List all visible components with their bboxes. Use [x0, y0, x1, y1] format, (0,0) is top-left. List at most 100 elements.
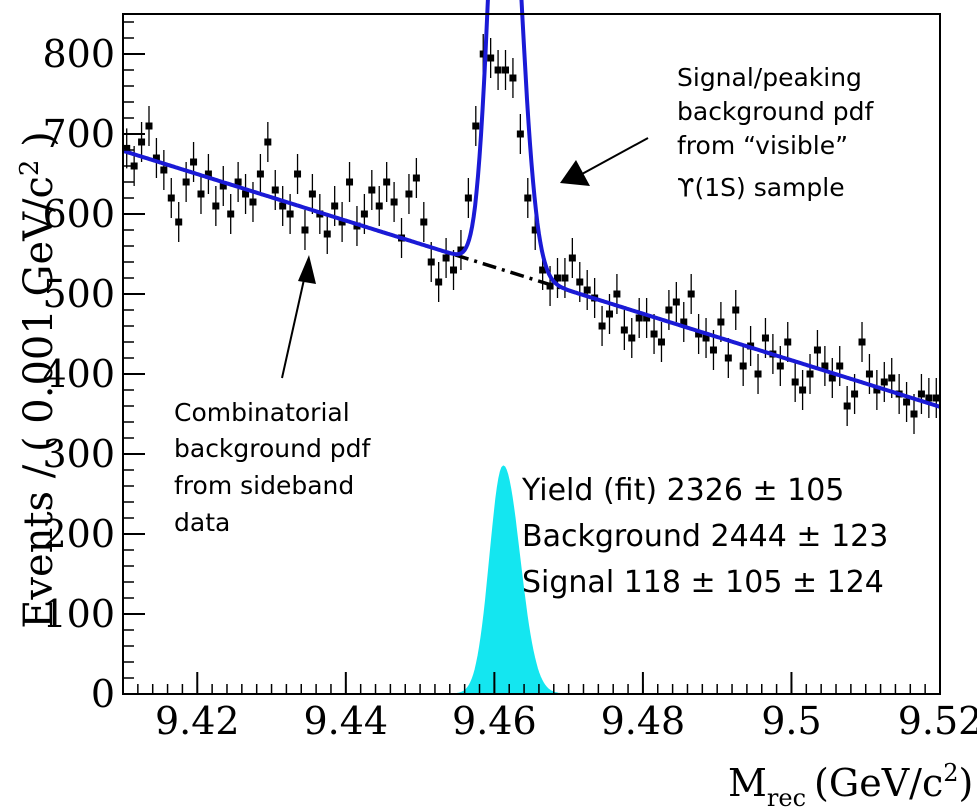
data-point [405, 174, 413, 214]
data-point [865, 354, 873, 394]
y-tick-label: 300 [42, 432, 115, 476]
data-marker [917, 390, 925, 398]
data-point [375, 186, 383, 226]
data-marker [516, 130, 524, 138]
data-point [806, 354, 814, 394]
data-point [717, 302, 725, 342]
data-point [390, 182, 398, 222]
data-point [650, 314, 658, 354]
data-point [821, 346, 829, 386]
data-point [754, 354, 762, 394]
data-marker [791, 378, 799, 386]
data-marker [702, 334, 710, 342]
data-marker [286, 210, 294, 218]
data-point [509, 58, 517, 98]
data-marker [390, 198, 398, 206]
data-marker [308, 190, 316, 198]
data-marker [190, 158, 198, 166]
fit-curves-group [122, 0, 941, 409]
data-marker [851, 390, 859, 398]
y-tick-label: 500 [42, 272, 115, 316]
fit-stats: Yield (fit) 2326 ± 105 Background 2444 ±… [521, 473, 888, 600]
data-marker [487, 54, 495, 62]
data-point [338, 202, 346, 242]
x-tick-label: 9.42 [155, 699, 240, 743]
data-point [145, 106, 153, 146]
data-point [917, 374, 925, 414]
data-point [204, 154, 212, 194]
data-marker [279, 202, 287, 210]
data-marker [932, 394, 940, 402]
data-point [583, 270, 591, 310]
data-point [776, 346, 784, 386]
data-marker [130, 162, 138, 170]
x-tick-label: 9.44 [304, 699, 389, 743]
data-point [605, 294, 613, 334]
data-marker [204, 170, 212, 178]
data-marker [524, 194, 532, 202]
data-point [828, 358, 836, 398]
data-marker [784, 338, 792, 346]
background-arrow-line [281, 274, 306, 379]
data-marker [323, 230, 331, 238]
data-marker [405, 190, 413, 198]
data-marker [494, 66, 502, 74]
data-marker [383, 178, 391, 186]
data-marker [427, 258, 435, 266]
data-point [836, 346, 844, 386]
data-marker [910, 410, 918, 418]
data-point [680, 302, 688, 342]
data-marker [138, 138, 146, 146]
y-axis-title: Events / ( 0.001 GeV/c2 ) [15, 131, 62, 629]
x-tick-label: 9.52 [898, 699, 977, 743]
data-marker [598, 322, 606, 330]
data-marker [799, 386, 807, 394]
data-marker [502, 66, 510, 74]
data-point [553, 258, 561, 298]
data-marker [368, 186, 376, 194]
data-point [435, 262, 443, 302]
y-tick-label: 200 [42, 512, 115, 556]
y-tick-label: 400 [42, 352, 115, 396]
data-point [152, 138, 160, 178]
data-point [791, 362, 799, 402]
data-point [598, 306, 606, 346]
data-marker [360, 210, 368, 218]
data-marker [472, 122, 480, 130]
data-marker [301, 226, 309, 234]
data-point [925, 378, 933, 418]
stat-background: Background 2444 ± 123 [522, 519, 888, 554]
data-marker [346, 178, 354, 186]
signal-label-line: background pdf [677, 97, 875, 126]
data-marker [457, 246, 465, 254]
data-marker [561, 274, 569, 282]
data-marker [657, 338, 665, 346]
data-point [739, 346, 747, 386]
data-marker [650, 330, 658, 338]
y-tick-label: 100 [42, 592, 115, 636]
plot-frame [122, 13, 941, 695]
data-marker [635, 314, 643, 322]
background-annotation: Combinatorial background pdf from sideba… [174, 255, 372, 537]
data-point [873, 370, 881, 410]
data-marker [583, 286, 591, 294]
data-point [308, 174, 316, 214]
data-marker [865, 370, 873, 378]
data-marker [776, 362, 784, 370]
data-point [568, 238, 576, 278]
data-marker [249, 198, 257, 206]
data-point [732, 290, 740, 330]
data-marker [331, 202, 339, 210]
x-tick-label: 9.5 [761, 699, 821, 743]
data-marker [717, 318, 725, 326]
data-marker [553, 274, 561, 282]
data-point [323, 214, 331, 254]
background-arrow-head [298, 255, 316, 284]
signal-label-line: Signal/peaking [677, 63, 862, 92]
data-point [442, 238, 450, 278]
background-label-line: data [174, 508, 230, 537]
data-marker [167, 194, 175, 202]
data-marker [219, 182, 227, 190]
data-point [242, 174, 250, 214]
data-point [346, 162, 354, 202]
